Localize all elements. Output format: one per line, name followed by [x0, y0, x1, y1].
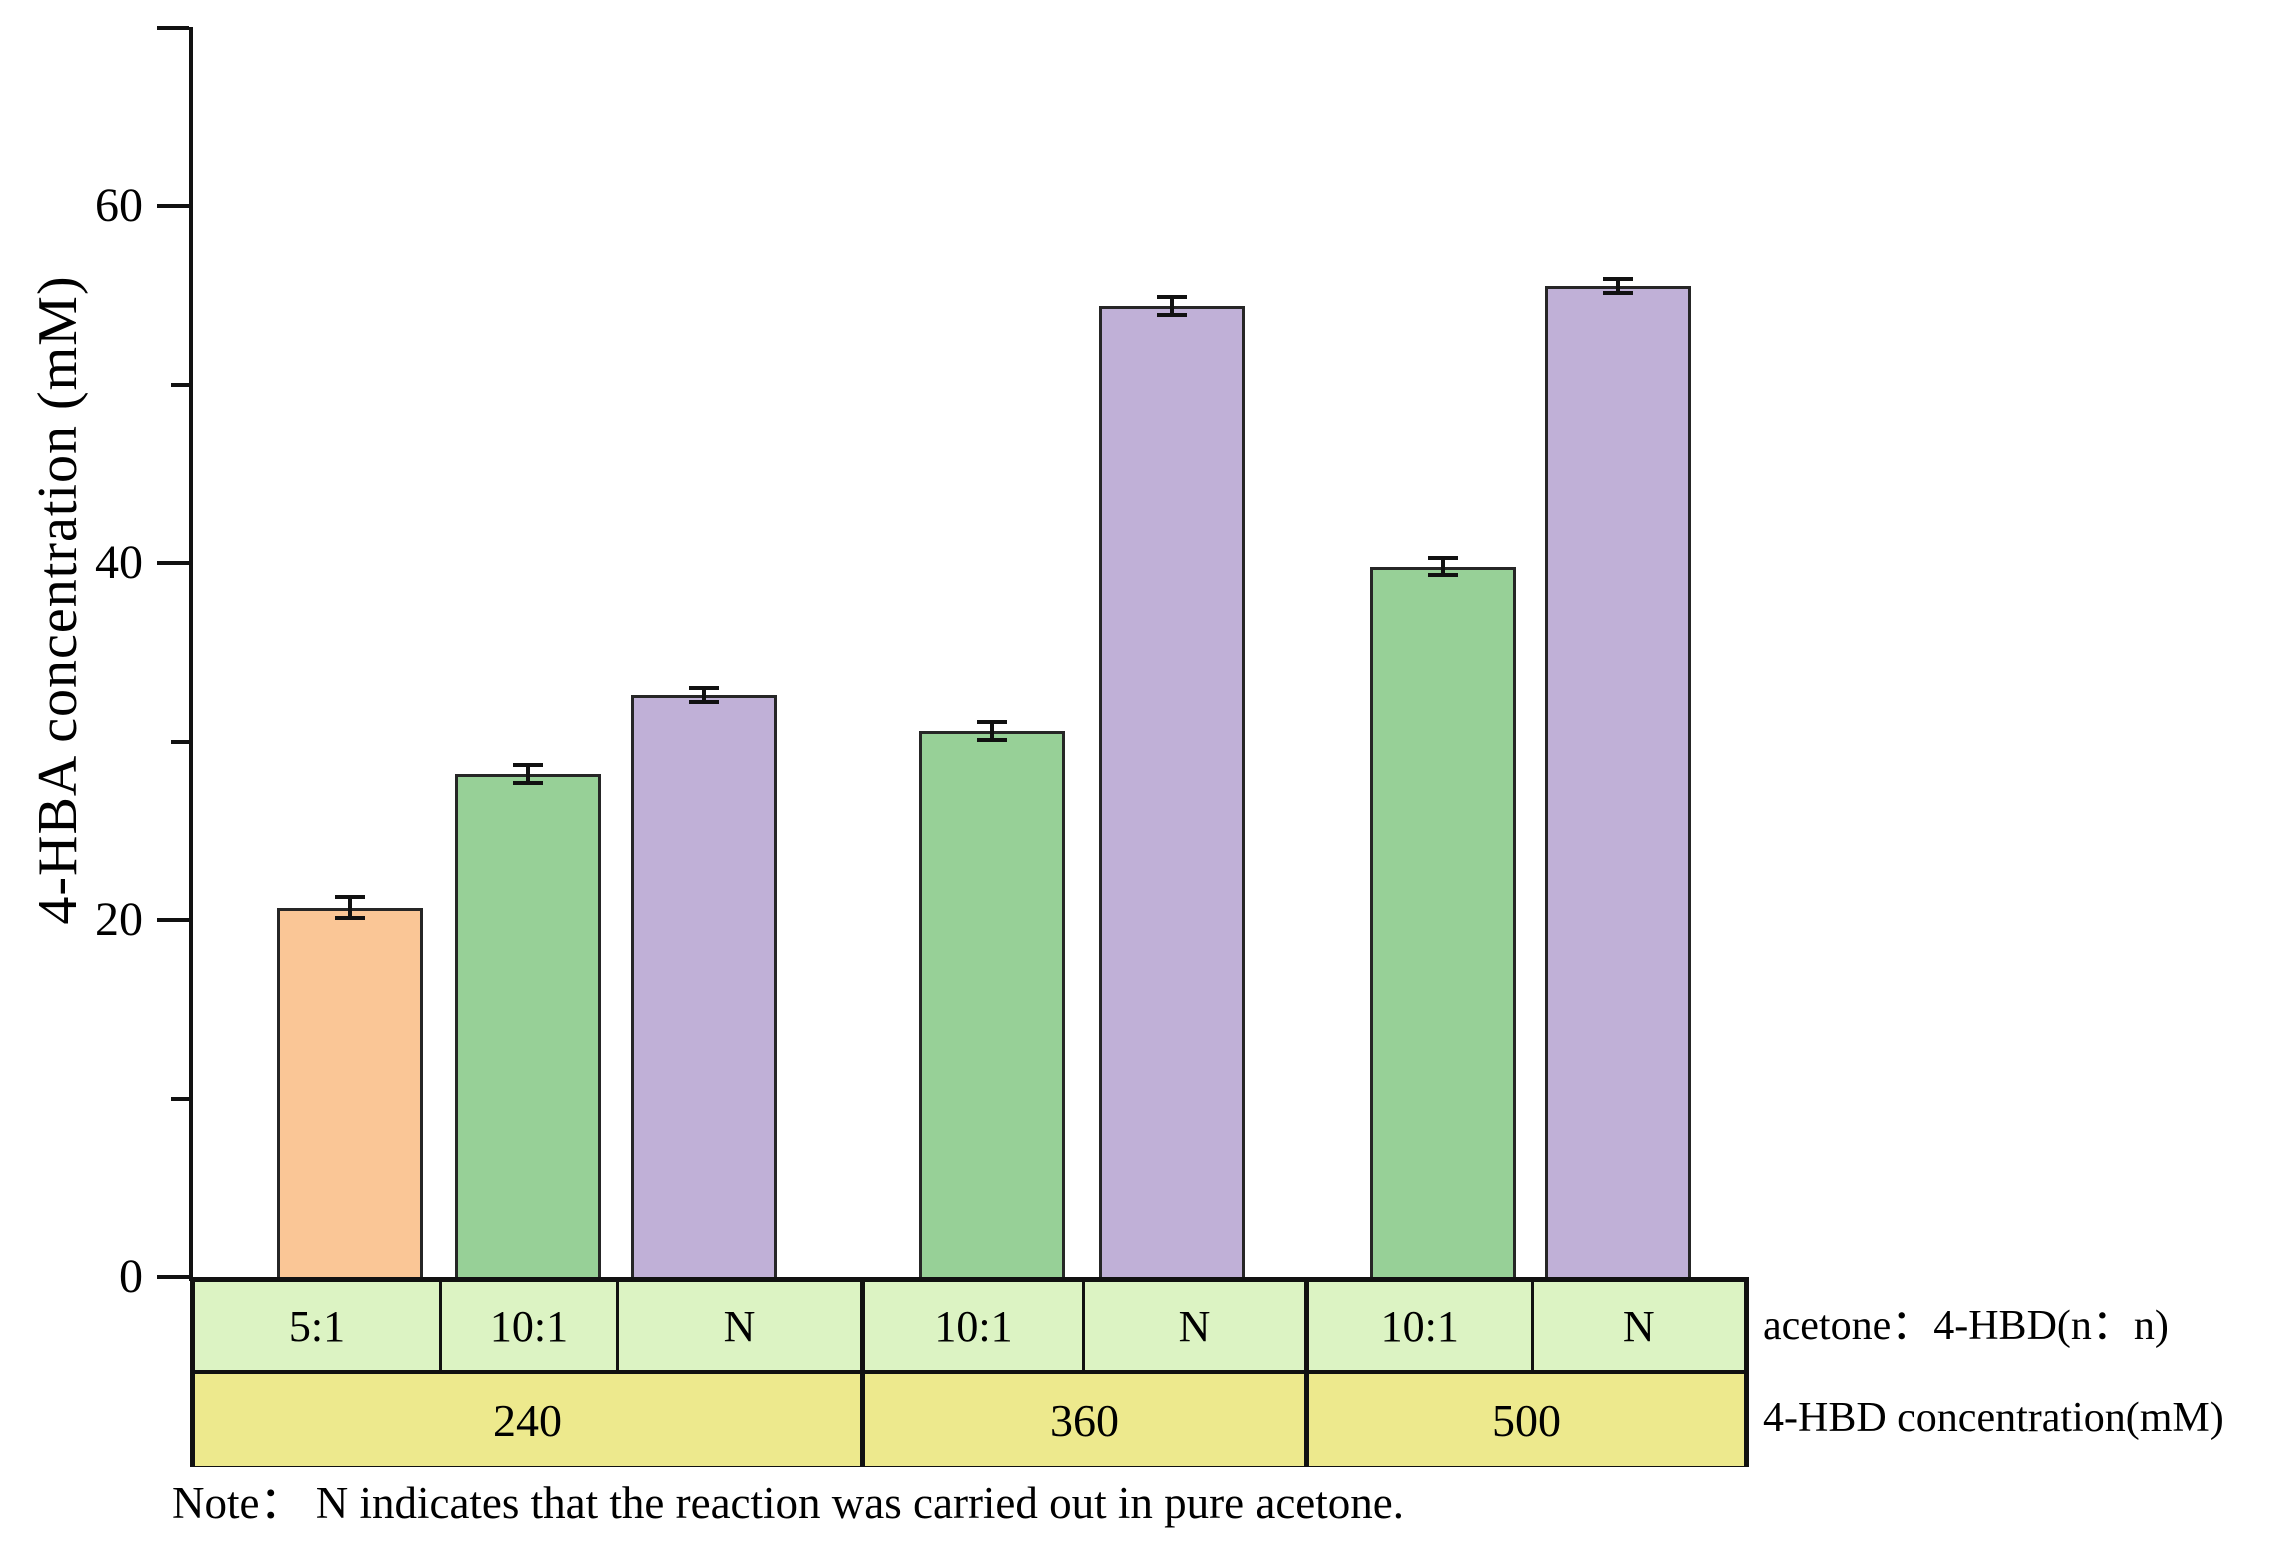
error-bar-line-240-10-1	[526, 764, 530, 783]
bar-240-5-1	[277, 907, 423, 1277]
error-bar-cap-top-500-10-1	[1428, 555, 1458, 560]
bar-240-N	[631, 695, 777, 1277]
error-bar-cap-bottom-360-N	[1157, 312, 1187, 317]
y-tick-label-20: 20	[95, 893, 143, 946]
group-cell-360: 360	[860, 1374, 1304, 1466]
bar-500-10-1	[1370, 566, 1516, 1277]
y-major-tick-0	[157, 1275, 189, 1279]
concentration-row: 240 360 500	[195, 1370, 1744, 1466]
error-bar-cap-bottom-500-10-1	[1428, 573, 1458, 578]
bar-240-10-1	[455, 773, 601, 1277]
error-bar-cap-bottom-360-10-1	[977, 737, 1007, 742]
error-bar-cap-top-240-5-1	[335, 894, 365, 899]
ratio-cell-10-1-1: 10:1	[439, 1282, 616, 1370]
error-bar-line-360-10-1	[990, 721, 994, 740]
y-major-tick-20	[157, 918, 189, 922]
ratio-axis-label: acetone：4-HBD(n：n)	[1763, 1303, 2169, 1349]
y-minor-tick-70	[157, 25, 189, 30]
error-bar-cap-bottom-240-5-1	[335, 916, 365, 921]
x-axis-table: 5:1 10:1 N 10:1 N 10:1 N 240 360 500	[190, 1277, 1749, 1467]
group-cell-500: 500	[1304, 1374, 1744, 1466]
error-bar-cap-top-500-N	[1603, 277, 1633, 282]
y-axis-line	[189, 27, 193, 1281]
ratio-cell-N-2: N	[616, 1282, 860, 1370]
error-bar-cap-bottom-240-N	[689, 700, 719, 705]
error-bar-cap-bottom-500-N	[1603, 291, 1633, 296]
error-bar-cap-top-240-10-1	[513, 762, 543, 767]
bar-360-N	[1099, 305, 1245, 1277]
ratio-row: 5:1 10:1 N 10:1 N 10:1 N	[195, 1282, 1744, 1370]
bar-500-N	[1545, 286, 1691, 1277]
y-major-tick-60	[157, 204, 189, 208]
y-tick-label-60: 60	[95, 179, 143, 232]
y-tick-label-0: 0	[119, 1250, 143, 1303]
error-bar-line-240-N	[702, 687, 706, 703]
error-bar-line-240-5-1	[348, 896, 352, 919]
concentration-axis-label: 4-HBD concentration(mM)	[1763, 1395, 2224, 1441]
error-bar-cap-top-360-N	[1157, 295, 1187, 300]
ratio-cell-5-1-0: 5:1	[195, 1282, 439, 1370]
ratio-cell-10-1-5: 10:1	[1304, 1282, 1531, 1370]
error-bar-line-500-10-1	[1441, 557, 1445, 576]
ratio-cell-10-1-3: 10:1	[860, 1282, 1082, 1370]
error-bar-line-360-N	[1170, 297, 1174, 315]
error-bar-cap-bottom-240-10-1	[513, 780, 543, 785]
y-minor-tick-50	[171, 382, 189, 387]
error-bar-cap-top-360-10-1	[977, 719, 1007, 724]
error-bar-cap-top-240-N	[689, 685, 719, 690]
error-bar-line-500-N	[1616, 279, 1620, 294]
y-minor-tick-30	[171, 739, 189, 744]
y-tick-label-40: 40	[95, 536, 143, 589]
bar-360-10-1	[919, 730, 1065, 1277]
note-text: Note： N indicates that the reaction was …	[172, 1478, 1405, 1528]
ratio-cell-N-6: N	[1530, 1282, 1744, 1370]
y-minor-tick-10	[171, 1096, 189, 1101]
group-cell-240: 240	[195, 1374, 860, 1466]
ratio-cell-N-4: N	[1082, 1282, 1304, 1370]
y-major-tick-40	[157, 561, 189, 565]
